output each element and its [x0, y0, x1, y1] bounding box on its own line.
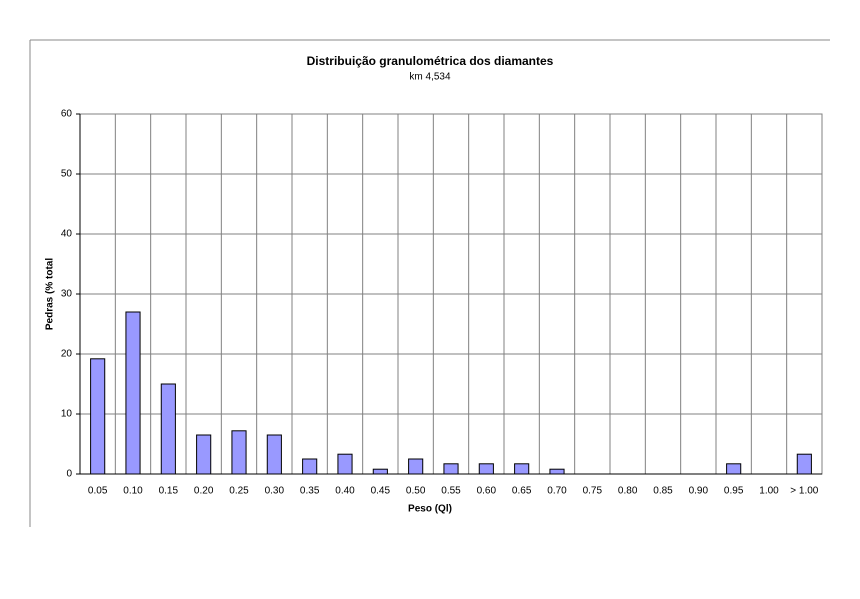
bar: [514, 463, 530, 475]
x-axis-title: Peso (Ql): [408, 504, 452, 515]
y-tick-label: 40: [61, 229, 73, 240]
bar: [266, 434, 282, 475]
chart-subtitle: km 4,534: [409, 72, 451, 83]
x-tick-label: 0.90: [689, 486, 709, 497]
x-tick-label: 0.80: [618, 486, 638, 497]
y-tick-label: 30: [61, 289, 73, 300]
x-tick-label: 0.85: [653, 486, 673, 497]
bar: [726, 463, 742, 475]
x-tick-label: 0.30: [265, 486, 285, 497]
x-tick-label: 0.25: [229, 486, 249, 497]
x-tick-label: 0.45: [371, 486, 391, 497]
y-tick-label: 0: [66, 469, 72, 480]
x-tick-label: 0.55: [441, 486, 461, 497]
bar: [796, 453, 812, 475]
x-tick-label: 0.75: [583, 486, 603, 497]
y-tick-label: 20: [61, 349, 73, 360]
x-tick-label: 0.40: [335, 486, 355, 497]
x-tick-label: 0.60: [477, 486, 497, 497]
y-tick-label: 10: [61, 409, 73, 420]
chart-title: Distribuição granulométrica dos diamante…: [307, 54, 554, 68]
x-tick-label: 0.20: [194, 486, 214, 497]
y-tick-label: 50: [61, 169, 73, 180]
bar: [478, 463, 494, 475]
x-tick-label: 0.95: [724, 486, 744, 497]
bar: [408, 458, 424, 475]
x-tick-label: 0.15: [159, 486, 179, 497]
bar: [160, 383, 176, 475]
x-tick-label: 1.00: [759, 486, 779, 497]
bar: [337, 453, 353, 475]
x-tick-label: 0.10: [123, 486, 143, 497]
bar: [196, 434, 212, 475]
x-tick-label: 0.35: [300, 486, 320, 497]
bar: [443, 463, 459, 475]
bar: [90, 358, 106, 475]
y-tick-label: 60: [61, 109, 73, 120]
bar: [372, 468, 388, 475]
y-axis-title: Pedras (% total: [45, 258, 56, 330]
x-tick-label: 0.05: [88, 486, 108, 497]
bar: [302, 458, 318, 475]
x-tick-label: 0.70: [547, 486, 567, 497]
bar: [125, 311, 141, 475]
x-tick-label: > 1.00: [790, 486, 819, 497]
x-tick-label: 0.65: [512, 486, 532, 497]
bar: [231, 430, 247, 475]
bar: [549, 468, 565, 475]
x-tick-label: 0.50: [406, 486, 426, 497]
